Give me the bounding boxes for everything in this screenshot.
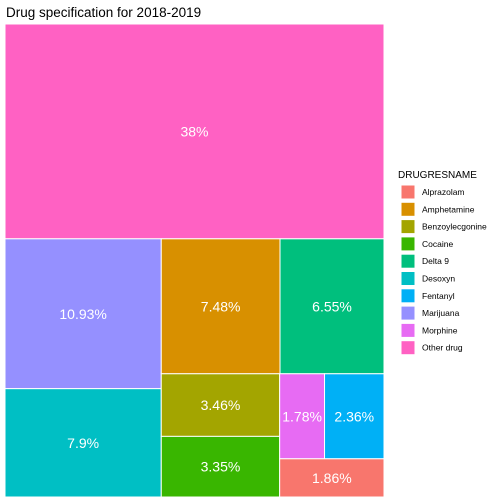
legend-swatch-cocaine [401, 237, 415, 251]
legend-swatch-marijuana [401, 306, 415, 320]
legend-swatch-desoxyn [401, 272, 415, 286]
tile-label-fentanyl: 2.36% [334, 408, 374, 424]
legend-swatch-other-drug [401, 341, 415, 355]
legend-label-desoxyn: Desoxyn [422, 274, 455, 284]
tile-label-morphine: 1.78% [282, 408, 322, 424]
tile-label-marijuana: 10.93% [59, 306, 106, 322]
legend: DRUGRESNAME Alprazolam Amphetamine Benzoyl… [398, 170, 487, 355]
legend-swatch-delta-9 [401, 254, 415, 268]
legend-label-morphine: Morphine [422, 325, 458, 335]
tile-label-delta-9: 6.55% [312, 298, 352, 314]
legend-swatch-alprazolam [401, 185, 415, 199]
legend-label-alprazolam: Alprazolam [422, 187, 465, 197]
chart-title: Drug specification for 2018-2019 [6, 5, 201, 20]
tile-label-alprazolam: 1.86% [312, 470, 352, 486]
legend-swatch-morphine [401, 323, 415, 337]
legend-swatch-fentanyl [401, 289, 415, 303]
tile-label-other-drug: 38% [180, 123, 208, 139]
legend-label-marijuana: Marijuana [422, 308, 460, 318]
tile-label-cocaine: 3.35% [201, 459, 241, 475]
tile-label-amphetamine: 7.48% [201, 298, 241, 314]
legend-label-delta-9: Delta 9 [422, 256, 449, 266]
treemap-tiles: 38% 10.93% 7.9% 7.48% 6.55% 3.46% 3.35% 1.78% 2.… [5, 24, 384, 497]
legend-label-amphetamine: Amphetamine [422, 204, 475, 214]
legend-swatch-amphetamine [401, 202, 415, 216]
legend-label-benzoylecgonine: Benzoylecgonine [422, 222, 487, 232]
legend-label-other-drug: Other drug [422, 343, 463, 353]
legend-title: DRUGRESNAME [398, 170, 477, 181]
tile-label-desoxyn: 7.9% [67, 435, 99, 451]
legend-label-cocaine: Cocaine [422, 239, 453, 249]
legend-swatch-benzoylecgonine [401, 220, 415, 234]
tile-label-benzoylecgonine: 3.46% [201, 397, 241, 413]
legend-label-fentanyl: Fentanyl [422, 291, 455, 301]
